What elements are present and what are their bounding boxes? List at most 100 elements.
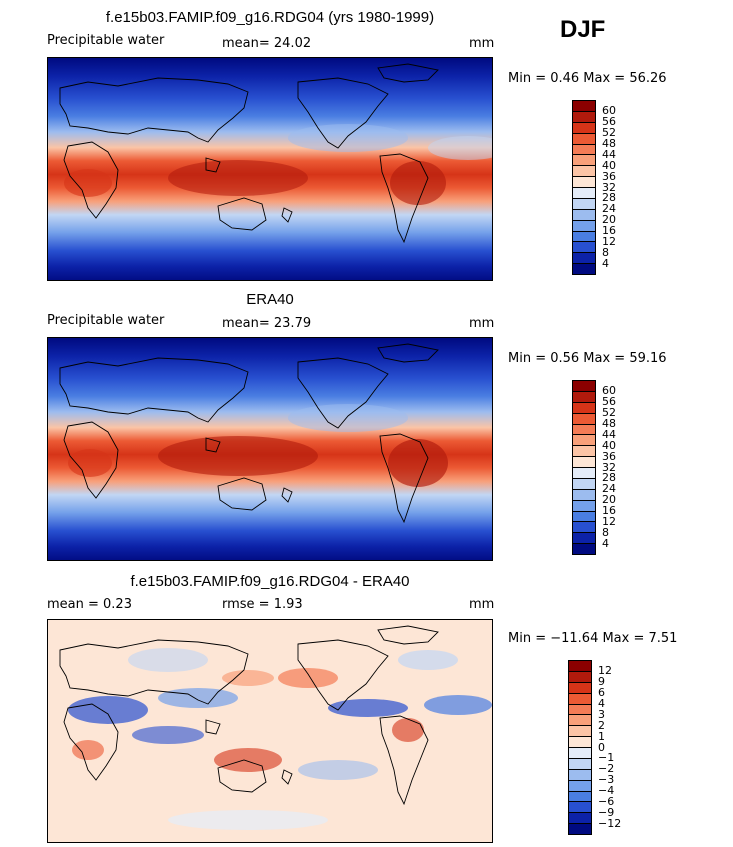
colorbar-swatch xyxy=(569,704,591,716)
colorbar-tick-label: 48 xyxy=(602,416,616,430)
colorbar-swatch xyxy=(573,253,595,265)
colorbar-swatch xyxy=(573,381,595,392)
colorbar-tick-label: 48 xyxy=(602,136,616,150)
colorbar-swatch xyxy=(573,264,595,274)
colorbar-tick-label: 56 xyxy=(602,394,616,408)
panel-1-variable-label: Precipitable water xyxy=(47,33,165,48)
panel-2-variable-label: Precipitable water xyxy=(47,313,165,328)
colorbar-tick-label: 60 xyxy=(602,383,616,397)
colorbar-tick-label: 56 xyxy=(602,114,616,128)
colorbar-swatch xyxy=(569,780,591,792)
colorbar-tick-label: 44 xyxy=(602,147,616,161)
panel-1-minmax: Min = 0.46 Max = 56.26 xyxy=(508,71,667,86)
colorbar-swatch xyxy=(573,133,595,145)
colorbar-tick-label: 2 xyxy=(598,718,605,732)
colorbar-swatch xyxy=(573,391,595,403)
colorbar-swatch xyxy=(573,209,595,221)
colorbar-swatch xyxy=(573,402,595,414)
colorbar-tick-label: 4 xyxy=(602,257,609,271)
colorbar-tick-label: 4 xyxy=(602,537,609,551)
colorbar-swatch xyxy=(573,500,595,512)
colorbar-swatch xyxy=(573,468,595,479)
panel-1-map xyxy=(47,57,493,281)
colorbar-tick-label: 52 xyxy=(602,405,616,419)
colorbar-tick-label: 20 xyxy=(602,493,616,507)
panel-2-colorbar xyxy=(572,380,596,555)
colorbar-swatch xyxy=(573,198,595,210)
colorbar-swatch xyxy=(573,435,595,447)
colorbar-swatch xyxy=(569,726,591,738)
colorbar-swatch xyxy=(569,715,591,727)
panel-1-colorbar xyxy=(572,100,596,275)
panel-3-map xyxy=(47,619,493,843)
colorbar-tick-label: 24 xyxy=(602,482,616,496)
colorbar-tick-label: 3 xyxy=(598,707,605,721)
colorbar-tick-label: 4 xyxy=(598,696,605,710)
colorbar-tick-label: −12 xyxy=(598,817,622,831)
season-label: DJF xyxy=(560,16,606,43)
panel-3-map-svg xyxy=(48,620,492,842)
colorbar-swatch xyxy=(573,111,595,123)
panel-3-title: f.e15b03.FAMIP.f09_g16.RDG04 - ERA40 xyxy=(130,573,410,590)
colorbar-swatch xyxy=(573,144,595,156)
panel-3-units-label: mm xyxy=(469,597,495,612)
panel-3-colorbar xyxy=(568,660,592,835)
colorbar-tick-label: 32 xyxy=(602,460,616,474)
colorbar-tick-label: 52 xyxy=(602,125,616,139)
panel-1-units-label: mm xyxy=(469,36,495,51)
panel-3-mean-label: mean = 0.23 xyxy=(47,597,132,612)
colorbar-swatch xyxy=(569,758,591,770)
panel-1-title: f.e15b03.FAMIP.f09_g16.RDG04 (yrs 1980-1… xyxy=(105,9,435,26)
colorbar-swatch xyxy=(573,231,595,243)
colorbar-tick-label: 28 xyxy=(602,191,616,205)
colorbar-swatch xyxy=(569,693,591,705)
colorbar-tick-label: 44 xyxy=(602,427,616,441)
colorbar-tick-label: 0 xyxy=(598,740,605,754)
colorbar-tick-label: 16 xyxy=(602,504,616,518)
panel-3-minmax: Min = −11.64 Max = 7.51 xyxy=(508,631,678,646)
colorbar-swatch xyxy=(569,661,591,672)
panel-2-map xyxy=(47,337,493,561)
colorbar-tick-label: 9 xyxy=(598,674,605,688)
colorbar-swatch xyxy=(569,791,591,803)
colorbar-tick-label: 24 xyxy=(602,202,616,216)
colorbar-tick-label: 36 xyxy=(602,449,616,463)
colorbar-tick-label: −9 xyxy=(598,806,615,820)
panel-2-mean-label: mean= 23.79 xyxy=(222,316,312,331)
colorbar-swatch xyxy=(573,522,595,534)
panel-2-map-svg xyxy=(48,338,492,560)
colorbar-swatch xyxy=(573,478,595,490)
colorbar-tick-label: −1 xyxy=(598,751,615,765)
colorbar-tick-label: 60 xyxy=(602,103,616,117)
colorbar-tick-label: 12 xyxy=(602,515,616,529)
colorbar-swatch xyxy=(573,544,595,554)
colorbar-tick-label: −2 xyxy=(598,762,615,776)
colorbar-tick-label: 8 xyxy=(602,246,609,260)
colorbar-swatch xyxy=(573,446,595,458)
colorbar-tick-label: 12 xyxy=(598,663,612,677)
colorbar-swatch xyxy=(569,824,591,834)
colorbar-tick-label: 16 xyxy=(602,224,616,238)
colorbar-swatch xyxy=(573,101,595,112)
colorbar-swatch xyxy=(573,457,595,468)
colorbar-tick-label: 8 xyxy=(602,526,609,540)
panel-1-mean-label: mean= 24.02 xyxy=(222,36,312,51)
colorbar-tick-label: 28 xyxy=(602,471,616,485)
colorbar-tick-label: 40 xyxy=(602,158,616,172)
colorbar-tick-label: −6 xyxy=(598,795,615,809)
colorbar-tick-label: 12 xyxy=(602,235,616,249)
colorbar-swatch xyxy=(573,188,595,199)
colorbar-tick-label: 36 xyxy=(602,169,616,183)
colorbar-swatch xyxy=(573,220,595,232)
colorbar-tick-label: −3 xyxy=(598,773,615,787)
colorbar-swatch xyxy=(569,737,591,748)
panel-2-title: ERA40 xyxy=(246,291,294,308)
colorbar-swatch xyxy=(569,769,591,781)
colorbar-swatch xyxy=(573,122,595,134)
colorbar-swatch xyxy=(573,177,595,188)
colorbar-swatch xyxy=(573,511,595,523)
panel-1-map-svg xyxy=(48,58,492,280)
colorbar-tick-label: 20 xyxy=(602,213,616,227)
colorbar-tick-label: 32 xyxy=(602,180,616,194)
panel-2-units-label: mm xyxy=(469,316,495,331)
